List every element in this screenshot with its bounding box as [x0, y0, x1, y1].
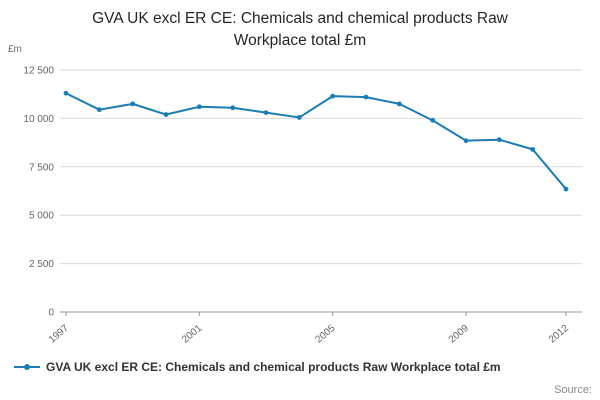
data-point — [396, 101, 402, 107]
data-point — [330, 93, 336, 99]
data-point — [563, 186, 569, 192]
data-point — [130, 101, 136, 107]
y-tick-label: 5 000 — [29, 211, 54, 222]
x-tick-label: 2001 — [180, 323, 204, 346]
x-tick-label: 2012 — [547, 323, 571, 346]
data-point — [463, 138, 469, 144]
y-tick-label: 7 500 — [29, 162, 54, 173]
x-tick-label: 1997 — [47, 323, 71, 346]
source-label: Source: — [554, 384, 592, 396]
y-axis-unit-label: £m — [8, 44, 22, 55]
y-tick-label: 0 — [48, 308, 54, 319]
data-point — [230, 105, 236, 111]
legend-label: GVA UK excl ER CE: Chemicals and chemica… — [46, 360, 501, 374]
data-point — [530, 146, 536, 152]
data-point — [496, 137, 502, 143]
data-line — [65, 92, 567, 191]
chart-title: GVA UK excl ER CE: Chemicals and chemica… — [92, 10, 508, 49]
data-point — [63, 90, 69, 96]
y-tick-label: 2 500 — [29, 259, 54, 270]
x-tick-label: 2005 — [313, 323, 337, 346]
data-point — [263, 110, 269, 115]
line-chart: 0 2 500 5 000 7 500 10 000 12 500 1997 2001 2005… — [23, 66, 582, 346]
legend-line-marker-icon — [14, 364, 40, 370]
legend-item[interactable]: GVA UK excl ER CE: Chemicals and chemica… — [14, 360, 592, 374]
y-tick-label: 12 500 — [23, 66, 54, 77]
y-tick-label: 10 000 — [23, 114, 54, 125]
data-point — [430, 117, 436, 123]
data-point — [96, 107, 102, 113]
data-point — [296, 115, 302, 120]
data-point — [363, 94, 369, 100]
x-tick-label: 2009 — [447, 323, 471, 346]
data-point — [163, 112, 169, 117]
data-point — [196, 104, 202, 110]
